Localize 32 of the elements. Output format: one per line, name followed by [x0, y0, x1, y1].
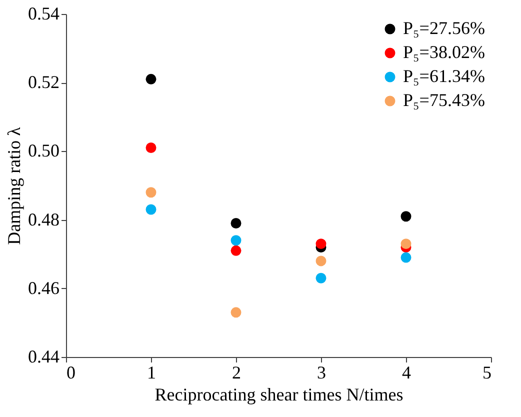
point	[400, 211, 412, 222]
point	[316, 272, 326, 284]
legend-label: P₅=27.56%	[403, 18, 485, 38]
x-tick-label: 0	[66, 362, 76, 382]
point	[146, 204, 156, 215]
point	[146, 74, 156, 84]
point	[146, 187, 156, 198]
point	[230, 235, 242, 246]
x-axis-title: Reciprocating shear times N/times	[154, 384, 404, 404]
point	[400, 238, 412, 250]
point	[230, 245, 242, 256]
point	[146, 142, 156, 154]
x-tick-label: 1	[147, 362, 156, 382]
y-tick-label: 0.54	[28, 4, 60, 24]
legend-label: P₅=38.02%	[403, 42, 485, 62]
x-tick-label: 2	[232, 362, 241, 382]
y-tick-label: 0.44	[28, 346, 60, 366]
y-tick-label: 0.50	[28, 140, 60, 161]
y-tick-label: 0.48	[28, 209, 60, 230]
x-tick-label: 4	[402, 362, 411, 382]
legend-label: P₅=61.34%	[403, 66, 485, 86]
x-tick-label: 5	[482, 362, 492, 382]
y-tick-label: 0.52	[28, 72, 60, 92]
point	[230, 218, 242, 228]
y-axis-title: Damping ratio λ	[4, 126, 24, 245]
y-tick-label: 0.46	[28, 278, 60, 298]
point	[316, 256, 326, 266]
legend-label: P₅=75.43%	[403, 90, 485, 110]
x-tick-label: 3	[317, 362, 326, 382]
point	[316, 238, 326, 250]
point	[400, 252, 412, 263]
point	[230, 307, 242, 318]
